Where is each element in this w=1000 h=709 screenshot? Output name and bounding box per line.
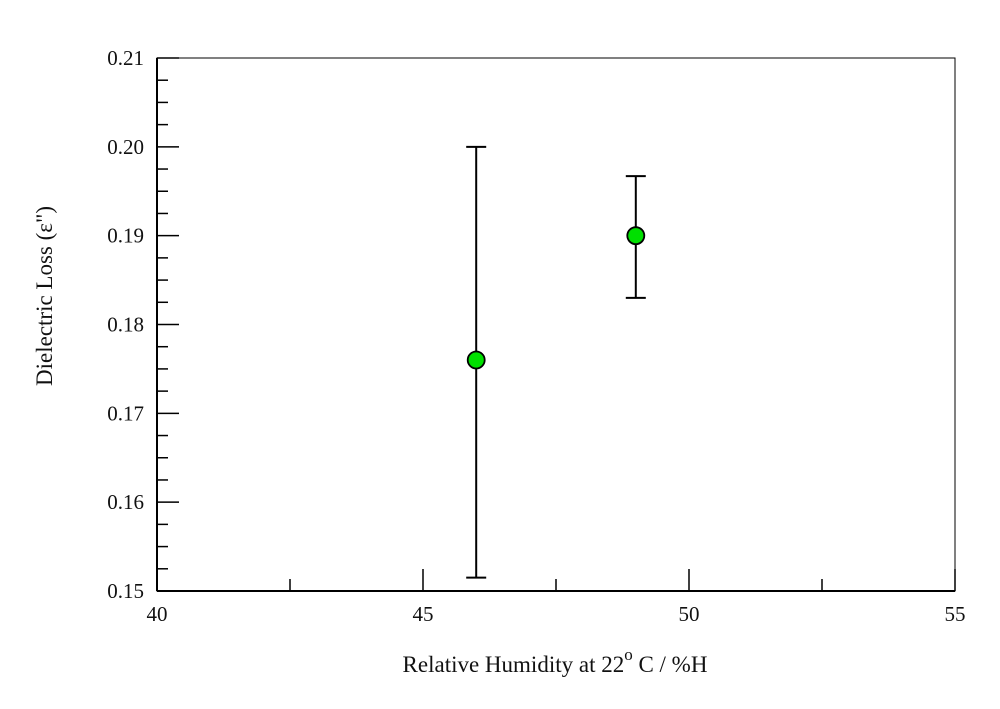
error-bars xyxy=(466,145,646,579)
data-point xyxy=(466,350,486,370)
x-tick-label: 55 xyxy=(945,602,966,626)
y-tick-label: 0.19 xyxy=(107,224,144,248)
major-ticks xyxy=(156,57,956,592)
x-axis-title: Relative Humidity at 22o C / %H xyxy=(403,645,708,677)
y-tick-label: 0.15 xyxy=(107,579,144,603)
plot-border xyxy=(156,57,956,592)
x-tick-label: 50 xyxy=(679,602,700,626)
x-tick-label: 45 xyxy=(413,602,434,626)
y-tick-label: 0.20 xyxy=(107,135,144,159)
y-tick-label: 0.17 xyxy=(107,401,144,425)
data-point xyxy=(626,226,646,246)
y-tick-label: 0.16 xyxy=(107,490,144,514)
y-tick-label: 0.18 xyxy=(107,313,144,337)
y-axis-title: Dielectric Loss (ε") xyxy=(32,206,57,386)
minor-ticks xyxy=(157,79,823,591)
plot-frame xyxy=(156,57,956,592)
data-points xyxy=(466,226,646,370)
y-tick-label: 0.21 xyxy=(107,46,144,70)
tick-labels: 40 45 50 55 0.15 0.16 0.17 0.18 0.19 0.20 0.21 xyxy=(107,46,965,626)
x-tick-label: 40 xyxy=(147,602,168,626)
